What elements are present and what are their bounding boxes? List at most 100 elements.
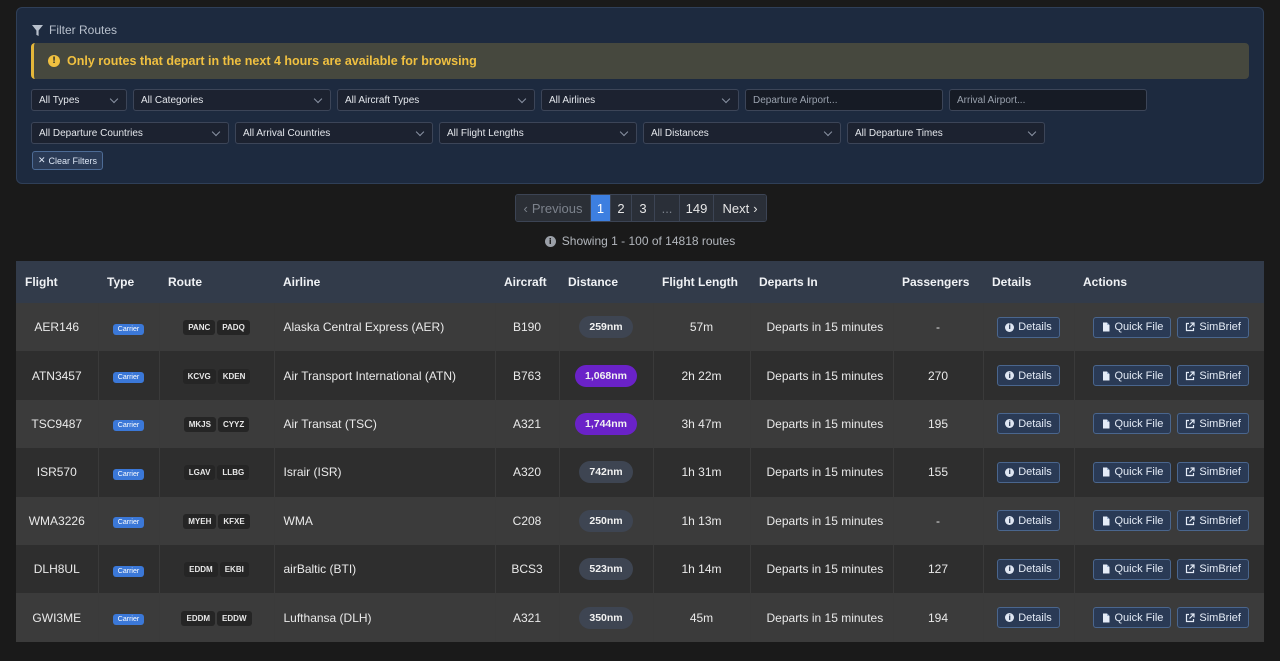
table-row: TSC9487 Carrier MKJS CYYZ Air Transat (TSC) A…: [16, 399, 1264, 449]
aircraft-cell: B763: [495, 351, 560, 400]
distance-badge: 1,744nm: [574, 412, 638, 435]
flight-length-cell: 57m: [653, 303, 751, 352]
external-link-icon: [1186, 516, 1196, 525]
quick-file-button[interactable]: Quick File: [1092, 461, 1172, 483]
departure-time-select[interactable]: All Departure Times: [847, 122, 1045, 144]
details-button[interactable]: i Details: [997, 607, 1060, 629]
aircraft-cell: A321: [495, 399, 560, 449]
details-button[interactable]: i Details: [997, 558, 1060, 580]
airline-cell: Air Transport International (ATN): [274, 351, 496, 400]
details-button[interactable]: i Details: [997, 510, 1060, 532]
type-select[interactable]: All Types: [31, 89, 127, 111]
type-cell: Carrier: [98, 351, 160, 400]
departure-airport-badge: EDDM: [181, 610, 216, 626]
simbrief-button[interactable]: SimBrief: [1177, 510, 1249, 532]
flight-number: AER146: [34, 320, 80, 335]
details-button[interactable]: i Details: [997, 461, 1060, 483]
departure-airport-input[interactable]: Departure Airport...: [745, 89, 943, 111]
simbrief-button[interactable]: SimBrief: [1177, 607, 1249, 629]
type-cell: Carrier: [98, 544, 160, 594]
flight-length-cell: 1h 31m: [653, 448, 751, 497]
departs-in-cell: Departs in 15 minutes: [750, 303, 894, 352]
departs-in: Departs in 15 minutes: [766, 465, 884, 480]
col-details: Details: [983, 261, 1074, 303]
page-button-1[interactable]: 1: [591, 195, 611, 221]
chevron-down-icon: [211, 127, 221, 137]
col-flight-length[interactable]: Flight Length: [653, 261, 750, 303]
external-link-icon: [1186, 467, 1196, 477]
simbrief-button[interactable]: SimBrief: [1177, 316, 1249, 338]
passengers-cell: 270: [893, 351, 984, 400]
details-button[interactable]: i Details: [997, 413, 1060, 435]
details-cell: i Details: [983, 593, 1075, 642]
quick-file-button[interactable]: Quick File: [1092, 413, 1172, 435]
file-icon: [1102, 516, 1109, 526]
passengers-cell: 195: [893, 399, 984, 449]
aircraft-code: C208: [512, 513, 542, 528]
quick-file-button[interactable]: Quick File: [1092, 558, 1172, 580]
arrival-airport-input[interactable]: Arrival Airport...: [949, 89, 1147, 111]
flight-length-cell: 45m: [653, 593, 751, 642]
next-page-button[interactable]: Next ›: [714, 195, 766, 221]
page-button-last[interactable]: 149: [680, 195, 714, 221]
simbrief-button[interactable]: SimBrief: [1177, 461, 1249, 483]
aircraft-type-select[interactable]: All Aircraft Types: [337, 89, 535, 111]
route-cell: EDDM EDDW: [159, 593, 275, 642]
col-departs-in[interactable]: Departs In: [750, 261, 893, 303]
close-icon: ✕: [37, 155, 46, 165]
category-select[interactable]: All Categories: [133, 89, 331, 111]
availability-alert: ! Only routes that depart in the next 4 …: [31, 43, 1249, 79]
table-row: GWI3ME Carrier EDDM EDDW Lufthansa (DLH) A321…: [16, 593, 1264, 642]
departs-in: Departs in 15 minutes: [766, 610, 884, 625]
departs-in: Departs in 15 minutes: [766, 368, 884, 383]
previous-page-button[interactable]: ‹ Previous: [516, 195, 591, 221]
page-button-2[interactable]: 2: [611, 195, 632, 221]
quick-file-button[interactable]: Quick File: [1092, 316, 1172, 338]
distance-select[interactable]: All Distances: [643, 122, 841, 144]
flight-length: 1h 14m: [681, 562, 722, 577]
actions-cell: Quick File SimBrief: [1074, 544, 1264, 594]
arrival-country-select[interactable]: All Arrival Countries: [235, 122, 433, 144]
route-cell: EDDM EKBI: [159, 544, 275, 594]
flight-length: 45m: [689, 610, 714, 625]
col-passengers[interactable]: Passengers: [893, 261, 983, 303]
details-button[interactable]: i Details: [997, 365, 1060, 387]
aircraft-code: A320: [512, 465, 542, 480]
quick-file-button[interactable]: Quick File: [1092, 365, 1172, 387]
simbrief-button[interactable]: SimBrief: [1177, 558, 1249, 580]
route-cell: KCVG KDEN: [159, 351, 275, 400]
flight-length-cell: 1h 13m: [653, 496, 751, 545]
col-aircraft[interactable]: Aircraft: [495, 261, 559, 303]
chevron-down-icon: [823, 127, 833, 137]
simbrief-button[interactable]: SimBrief: [1177, 365, 1249, 387]
results-count: i Showing 1 - 100 of 14818 routes: [0, 234, 1280, 248]
departure-country-select[interactable]: All Departure Countries: [31, 122, 229, 144]
flight-cell: ATN3457: [16, 351, 99, 400]
col-type[interactable]: Type: [98, 261, 159, 303]
flight-length-select[interactable]: All Flight Lengths: [439, 122, 637, 144]
pagination: ‹ Previous 1 2 3 ... 149 Next ›: [515, 194, 767, 222]
quick-file-button[interactable]: Quick File: [1092, 510, 1172, 532]
details-button[interactable]: i Details: [997, 316, 1060, 338]
chevron-right-icon: ›: [753, 200, 758, 216]
quick-file-button[interactable]: Quick File: [1092, 607, 1172, 629]
chevron-down-icon: [313, 94, 323, 104]
simbrief-button[interactable]: SimBrief: [1177, 413, 1249, 435]
aircraft-cell: B190: [495, 303, 560, 352]
aircraft-cell: A320: [495, 448, 560, 497]
route-cell: LGAV LLBG: [159, 448, 275, 497]
col-flight[interactable]: Flight: [16, 261, 98, 303]
col-airline[interactable]: Airline: [274, 261, 495, 303]
aircraft-cell: C208: [495, 496, 560, 545]
col-actions: Actions: [1074, 261, 1264, 303]
col-route[interactable]: Route: [159, 261, 274, 303]
type-cell: Carrier: [98, 448, 160, 497]
clear-filters-button[interactable]: ✕ Clear Filters: [32, 151, 103, 170]
distance-badge: 259nm: [579, 316, 633, 339]
aircraft-cell: BCS3: [495, 544, 560, 594]
airline-select[interactable]: All Airlines: [541, 89, 739, 111]
page-button-3[interactable]: 3: [632, 195, 655, 221]
passenger-count: 194: [927, 610, 949, 625]
passengers-cell: -: [893, 496, 984, 545]
col-distance[interactable]: Distance: [559, 261, 653, 303]
